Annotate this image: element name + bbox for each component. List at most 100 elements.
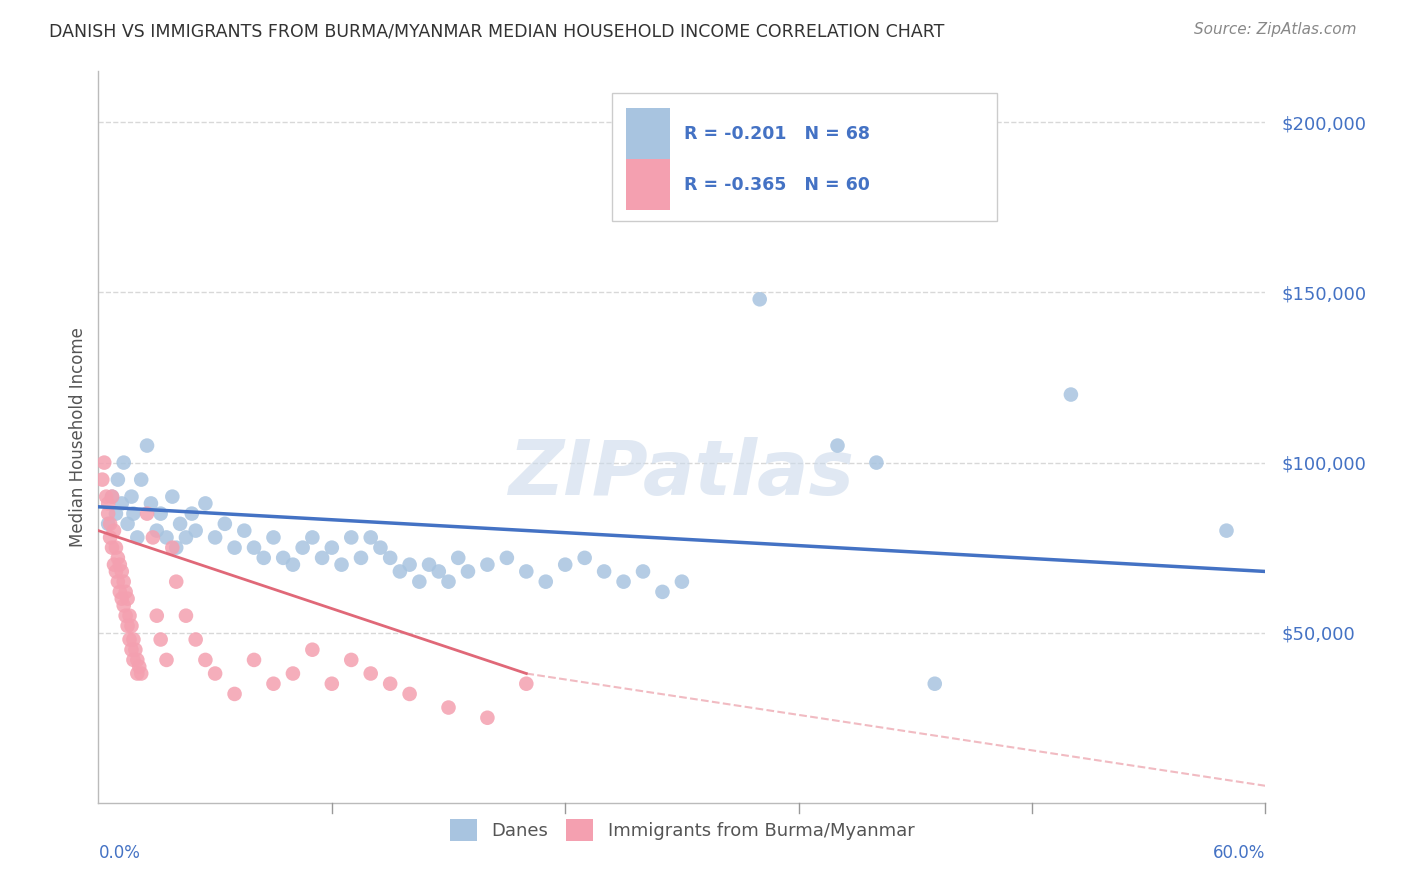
Point	[174, 531, 197, 545]
Point	[174, 608, 197, 623]
Point	[1060, 387, 1083, 401]
Point	[139, 496, 162, 510]
Point	[127, 531, 149, 545]
Point	[388, 565, 411, 579]
Point	[350, 550, 373, 565]
Point	[162, 541, 184, 555]
Point	[98, 516, 121, 531]
Text: Source: ZipAtlas.com: Source: ZipAtlas.com	[1194, 22, 1357, 37]
Point	[117, 619, 139, 633]
Point	[827, 439, 849, 453]
Y-axis label: Median Household Income: Median Household Income	[69, 327, 87, 547]
Point	[534, 574, 557, 589]
Point	[114, 608, 136, 623]
Point	[124, 642, 146, 657]
Point	[104, 507, 127, 521]
Point	[262, 531, 284, 545]
Point	[496, 550, 519, 565]
Text: 60.0%: 60.0%	[1213, 844, 1265, 862]
Point	[146, 524, 169, 538]
Point	[262, 677, 284, 691]
FancyBboxPatch shape	[612, 94, 997, 221]
Point	[253, 550, 276, 565]
Point	[360, 531, 382, 545]
Point	[924, 677, 946, 691]
Point	[360, 666, 382, 681]
Point	[149, 507, 172, 521]
Text: 0.0%: 0.0%	[98, 844, 141, 862]
Bar	[626, 159, 671, 211]
Point	[129, 473, 152, 487]
Point	[136, 439, 159, 453]
Point	[122, 507, 145, 521]
Point	[112, 574, 135, 589]
Point	[101, 490, 124, 504]
Point	[457, 565, 479, 579]
Point	[311, 550, 333, 565]
Point	[243, 541, 266, 555]
Point	[101, 541, 124, 555]
Point	[107, 550, 129, 565]
Point	[127, 653, 149, 667]
Point	[593, 565, 616, 579]
Point	[301, 531, 323, 545]
Point	[321, 541, 343, 555]
Point	[118, 632, 141, 647]
Point	[398, 558, 420, 572]
Point	[121, 490, 143, 504]
Point	[142, 531, 165, 545]
Point	[477, 558, 499, 572]
Point	[97, 496, 120, 510]
Point	[103, 524, 125, 538]
Point	[104, 541, 127, 555]
Legend: Danes, Immigrants from Burma/Myanmar: Danes, Immigrants from Burma/Myanmar	[443, 812, 921, 848]
Point	[214, 516, 236, 531]
Point	[321, 677, 343, 691]
Point	[108, 585, 131, 599]
Point	[121, 619, 143, 633]
Point	[155, 531, 177, 545]
Point	[477, 711, 499, 725]
Point	[169, 516, 191, 531]
Point	[184, 632, 207, 647]
Point	[224, 687, 246, 701]
Point	[281, 666, 304, 681]
Point	[865, 456, 887, 470]
Point	[121, 642, 143, 657]
Point	[128, 659, 150, 673]
Text: DANISH VS IMMIGRANTS FROM BURMA/MYANMAR MEDIAN HOUSEHOLD INCOME CORRELATION CHAR: DANISH VS IMMIGRANTS FROM BURMA/MYANMAR …	[49, 22, 945, 40]
Point	[104, 565, 127, 579]
Point	[204, 531, 226, 545]
Point	[180, 507, 202, 521]
Point	[515, 565, 537, 579]
Point	[380, 550, 402, 565]
Point	[613, 574, 636, 589]
Text: ZIPatlas: ZIPatlas	[509, 437, 855, 510]
Point	[194, 653, 217, 667]
Point	[101, 490, 124, 504]
Point	[165, 541, 187, 555]
Point	[136, 507, 159, 521]
Point	[114, 585, 136, 599]
Point	[93, 456, 115, 470]
Point	[111, 591, 134, 606]
Point	[97, 516, 120, 531]
Point	[117, 516, 139, 531]
Point	[111, 496, 134, 510]
Point	[129, 666, 152, 681]
Point	[204, 666, 226, 681]
Point	[671, 574, 693, 589]
Bar	[626, 108, 671, 159]
Point	[291, 541, 314, 555]
Point	[301, 642, 323, 657]
Point	[165, 574, 187, 589]
Point	[243, 653, 266, 667]
Point	[447, 550, 470, 565]
Point	[91, 473, 114, 487]
Point	[108, 558, 131, 572]
Point	[224, 541, 246, 555]
Point	[418, 558, 440, 572]
Point	[370, 541, 392, 555]
Point	[184, 524, 207, 538]
Point	[107, 473, 129, 487]
